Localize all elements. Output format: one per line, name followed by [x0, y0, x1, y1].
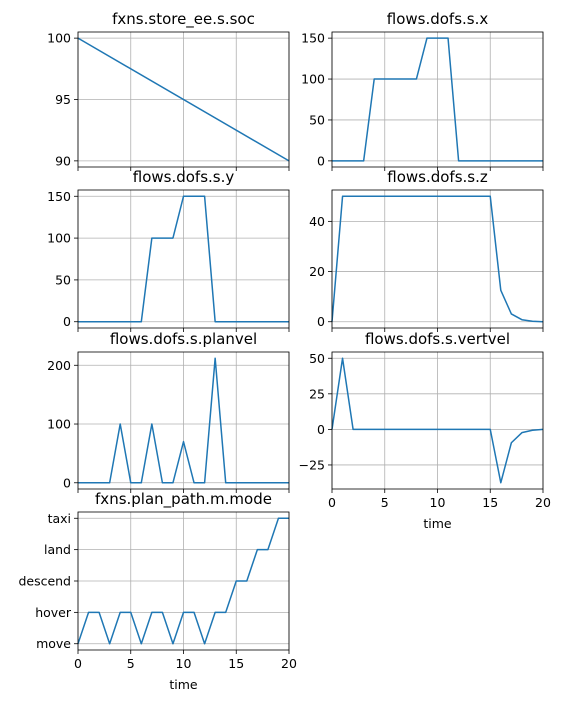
y-tick-label: taxi — [48, 511, 71, 526]
subplot-title: fxns.store_ee.s.soc — [112, 10, 255, 29]
y-tick-label: 50 — [309, 112, 325, 127]
series-line — [77, 517, 289, 645]
subplot-3: 0 50 100 150 flows.dofs.s.y — [47, 168, 290, 332]
y-tick-label: 0 — [317, 314, 325, 329]
subplot-2: 0 50 100 150 flows.dofs.s.x — [301, 10, 544, 171]
x-tick-label: 15 — [482, 495, 498, 510]
y-tick-label: 100 — [47, 31, 71, 46]
series-line — [332, 37, 543, 162]
x-tick-label: 0 — [328, 495, 336, 510]
x-tick-label: 20 — [535, 495, 551, 510]
y-tick-label: 25 — [309, 386, 325, 401]
y-tick-label: 95 — [55, 92, 71, 107]
series-line — [77, 37, 290, 162]
y-tick-label: hover — [35, 605, 72, 620]
x-tick-label: 15 — [228, 656, 244, 671]
series-line — [331, 357, 544, 484]
x-tick-label: 20 — [281, 656, 297, 671]
x-tick-label: 5 — [381, 495, 389, 510]
y-tick-label: 0 — [63, 314, 71, 329]
y-tick-label: 150 — [47, 189, 71, 204]
subplot-1: 90 95 100 fxns.store_ee.s.soc — [47, 10, 290, 171]
y-tick-label: 0 — [63, 475, 71, 490]
x-tick-label: 10 — [430, 495, 446, 510]
subplot-5: 0 100 200 flows.dofs.s.planvel — [47, 330, 290, 493]
y-tick-label: 0 — [317, 422, 325, 437]
y-tick-label: land — [44, 542, 71, 557]
subplot-7: 0 5 10 15 20 move hover descend land taxi fxns.pla… — [18, 490, 297, 692]
subplot-title: flows.dofs.s.z — [387, 168, 488, 186]
subplot-title: flows.dofs.s.y — [133, 168, 235, 186]
subplot-title: flows.dofs.s.vertvel — [365, 330, 510, 348]
subplot-title: flows.dofs.s.x — [387, 10, 489, 28]
x-axis-label: time — [169, 677, 198, 692]
x-axis-label: time — [423, 516, 452, 531]
y-tick-label: move — [36, 636, 71, 651]
x-tick-label: 10 — [176, 656, 192, 671]
subplot-4: 0 20 40 flows.dofs.s.z — [309, 168, 544, 332]
y-tick-label: 150 — [301, 31, 325, 46]
y-tick-label: descend — [18, 574, 71, 589]
subplot-title: flows.dofs.s.planvel — [110, 330, 257, 348]
y-tick-label: 0 — [317, 153, 325, 168]
x-tick-label: 0 — [74, 656, 82, 671]
series-line — [78, 357, 289, 484]
y-tick-label: 100 — [47, 417, 71, 432]
y-tick-label: 200 — [47, 358, 71, 373]
series-line — [331, 195, 544, 323]
subplot-6: 0 5 10 15 20 −25 0 25 50 flows.dofs.s.vertvel time — [299, 330, 551, 531]
y-tick-label: −25 — [299, 457, 325, 472]
y-tick-label: 40 — [309, 214, 325, 229]
subplot-title: fxns.plan_path.m.mode — [95, 490, 272, 509]
x-tick-label: 5 — [127, 656, 135, 671]
y-tick-label: 50 — [55, 272, 71, 287]
y-tick-label: 100 — [301, 72, 325, 87]
y-tick-label: 20 — [309, 264, 325, 279]
series-line — [78, 195, 289, 323]
y-tick-label: 90 — [55, 153, 71, 168]
y-tick-label: 50 — [309, 351, 325, 366]
y-tick-label: 100 — [47, 231, 71, 246]
